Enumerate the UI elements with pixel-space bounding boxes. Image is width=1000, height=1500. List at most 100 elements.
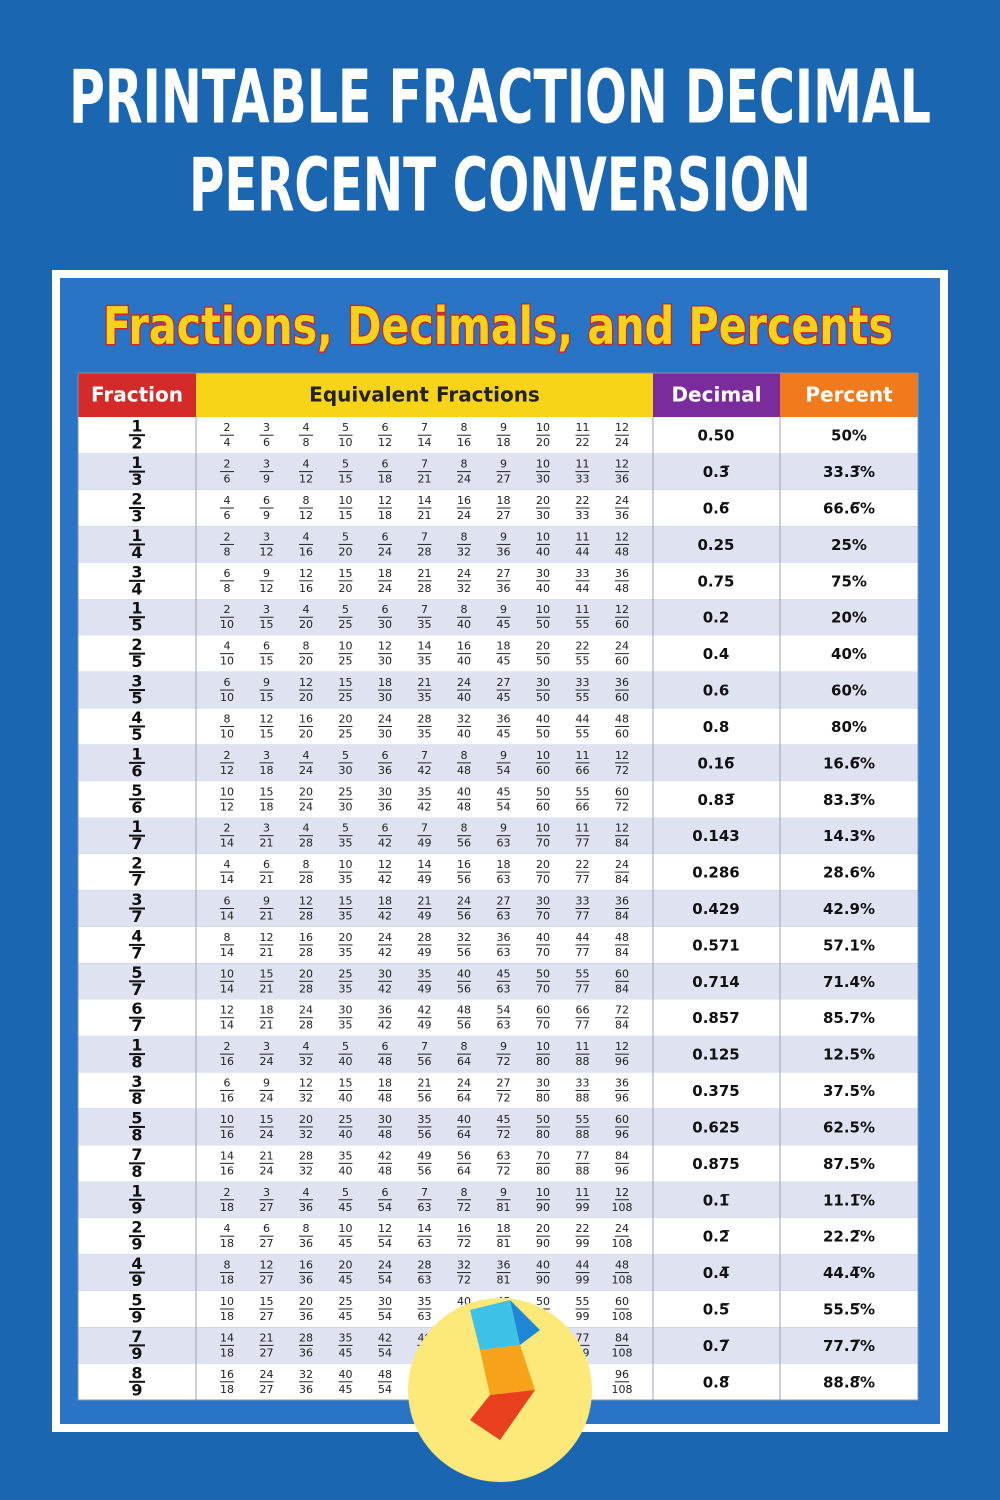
- equiv-num: 11: [576, 749, 590, 762]
- equiv-den: 15: [339, 509, 353, 522]
- equiv-den: 36: [615, 473, 629, 486]
- header-cell: [653, 373, 780, 417]
- equiv-den: 48: [378, 1164, 392, 1177]
- page-title: PRINTABLE FRACTION DECIMAL: [69, 55, 931, 141]
- equiv-num: 30: [536, 676, 550, 689]
- equiv-den: 72: [615, 800, 629, 813]
- logo: [408, 1298, 592, 1482]
- equiv-num: 60: [615, 1113, 629, 1126]
- equiv-num: 24: [378, 1259, 392, 1272]
- fraction-den: 9: [131, 1235, 142, 1254]
- equiv-den: 24: [299, 764, 313, 777]
- fraction-den: 7: [131, 980, 142, 999]
- percent: 75%: [831, 572, 867, 590]
- equiv-num: 21: [418, 1077, 432, 1090]
- decimal: 0.143: [692, 827, 739, 845]
- equiv-den: 77: [576, 1019, 590, 1032]
- equiv-num: 2: [224, 1040, 231, 1053]
- fraction-den: 4: [131, 579, 142, 598]
- fraction-den: 9: [131, 1271, 142, 1290]
- equiv-num: 55: [576, 967, 590, 980]
- equiv-den: 30: [536, 509, 550, 522]
- equiv-den: 12: [299, 473, 313, 486]
- decimal: 0.429: [692, 900, 739, 918]
- equiv-num: 15: [339, 676, 353, 689]
- equiv-num: 4: [224, 640, 231, 653]
- equiv-num: 50: [536, 1113, 550, 1126]
- equiv-num: 9: [500, 1040, 507, 1053]
- equiv-den: 49: [418, 982, 432, 995]
- equiv-den: 28: [418, 582, 432, 595]
- equiv-den: 48: [378, 1128, 392, 1141]
- decimal: 0.4: [703, 645, 730, 663]
- fraction-den: 7: [131, 871, 142, 890]
- decimal: 0.5̅: [703, 1300, 730, 1318]
- equiv-den: 35: [339, 910, 353, 923]
- equiv-num: 21: [418, 676, 432, 689]
- equiv-den: 42: [378, 982, 392, 995]
- equiv-den: 108: [612, 1274, 633, 1287]
- decimal: 0.125: [692, 1046, 739, 1064]
- equiv-den: 9: [263, 509, 270, 522]
- equiv-den: 40: [457, 655, 471, 668]
- equiv-num: 42: [378, 1149, 392, 1162]
- equiv-num: 14: [418, 1222, 432, 1235]
- equiv-num: 6: [382, 421, 389, 434]
- equiv-den: 56: [457, 910, 471, 923]
- equiv-den: 48: [457, 764, 471, 777]
- header-label: Decimal: [671, 383, 761, 407]
- equiv-num: 96: [615, 1368, 629, 1381]
- equiv-den: 50: [536, 727, 550, 740]
- equiv-den: 56: [418, 1092, 432, 1105]
- equiv-num: 12: [615, 822, 629, 835]
- fraction-num: 4: [131, 708, 142, 727]
- equiv-num: 12: [615, 749, 629, 762]
- equiv-num: 6: [263, 640, 270, 653]
- equiv-den: 63: [497, 1019, 511, 1032]
- equiv-den: 88: [576, 1055, 590, 1068]
- equiv-den: 18: [260, 764, 274, 777]
- equiv-num: 36: [497, 712, 511, 725]
- header-label: Percent: [805, 383, 893, 407]
- equiv-den: 49: [418, 946, 432, 959]
- equiv-num: 18: [378, 676, 392, 689]
- equiv-den: 15: [260, 727, 274, 740]
- percent: 12.5%: [823, 1046, 875, 1064]
- equiv-den: 84: [615, 910, 629, 923]
- equiv-num: 12: [220, 1004, 234, 1017]
- equiv-den: 72: [457, 1274, 471, 1287]
- fraction-den: 3: [131, 470, 142, 489]
- equiv-den: 99: [576, 1237, 590, 1250]
- equiv-den: 99: [576, 1310, 590, 1323]
- equiv-num: 16: [457, 494, 471, 507]
- equiv-num: 7: [421, 530, 428, 543]
- equiv-den: 35: [418, 691, 432, 704]
- equiv-num: 6: [263, 494, 270, 507]
- equiv-num: 20: [536, 1222, 550, 1235]
- fraction-den: 5: [131, 616, 142, 635]
- percent: 71.4%: [823, 973, 875, 991]
- equiv-den: 35: [339, 946, 353, 959]
- equiv-num: 77: [576, 1149, 590, 1162]
- equiv-num: 27: [497, 567, 511, 580]
- equiv-num: 16: [299, 712, 313, 725]
- fraction-den: 8: [131, 1125, 142, 1144]
- equiv-den: 64: [457, 1092, 471, 1105]
- fraction-num: 3: [131, 1072, 142, 1091]
- equiv-den: 54: [378, 1383, 392, 1396]
- equiv-den: 18: [378, 509, 392, 522]
- decimal: 0.83̅: [697, 791, 734, 809]
- equiv-num: 6: [382, 1040, 389, 1053]
- fraction-den: 7: [131, 1016, 142, 1035]
- equiv-den: 35: [339, 873, 353, 886]
- equiv-num: 40: [457, 967, 471, 980]
- equiv-den: 81: [497, 1274, 511, 1287]
- table: Fraction Equivalent Fractions Decimal Perce…: [77, 372, 919, 1401]
- equiv-den: 18: [220, 1346, 234, 1359]
- decimal: 0.50: [697, 427, 734, 445]
- equiv-den: 54: [378, 1274, 392, 1287]
- equiv-den: 40: [339, 1164, 353, 1177]
- equiv-num: 48: [615, 1259, 629, 1272]
- equiv-num: 9: [263, 676, 270, 689]
- equiv-num: 27: [497, 1077, 511, 1090]
